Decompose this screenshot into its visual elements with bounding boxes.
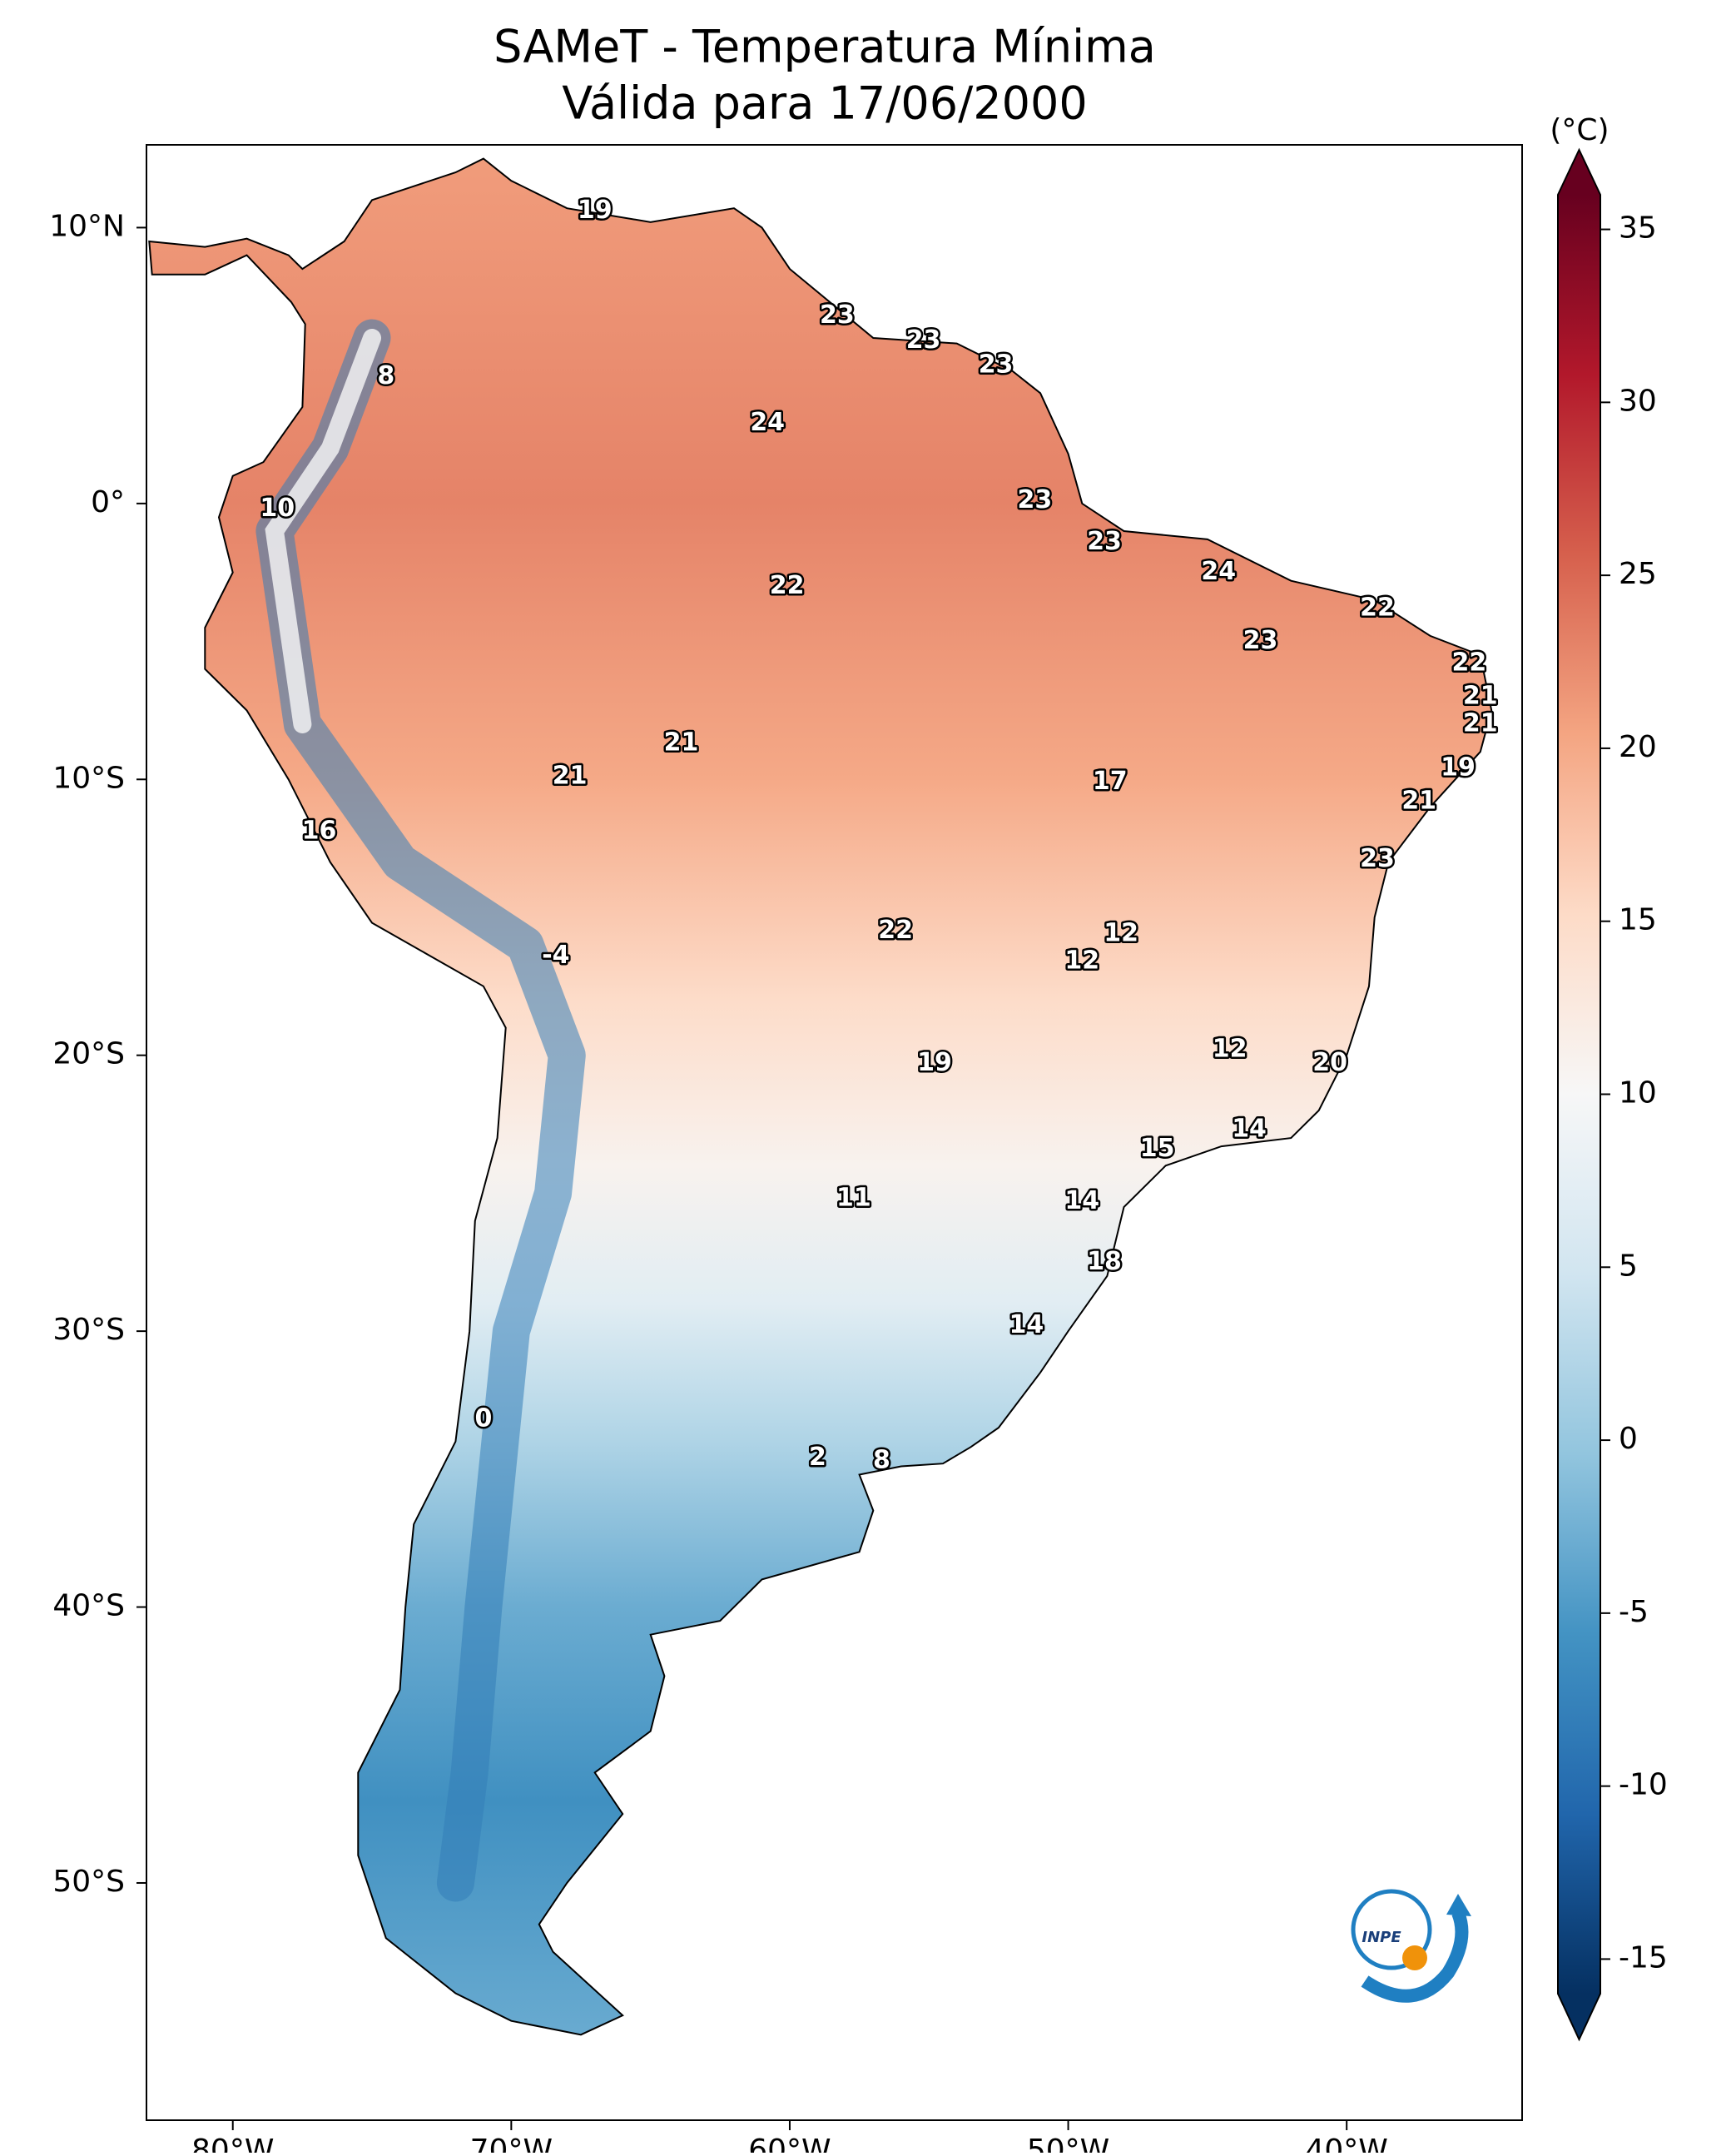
x-tick-label: 50°W bbox=[1027, 2134, 1109, 2153]
station-value: 21 bbox=[1463, 681, 1498, 710]
station-value: 23 bbox=[906, 325, 941, 355]
x-tick-label: 80°W bbox=[191, 2134, 274, 2153]
station-value: 12 bbox=[1213, 1035, 1247, 1064]
station-value: 19 bbox=[917, 1048, 952, 1077]
colorbar-tick-label: 20 bbox=[1619, 730, 1657, 764]
station-value: 10 bbox=[260, 494, 295, 523]
x-tick-label: 60°W bbox=[748, 2134, 831, 2153]
station-value: 23 bbox=[1360, 844, 1395, 873]
station-value: 14 bbox=[1232, 1115, 1267, 1144]
colorbar-tick-label: 0 bbox=[1619, 1422, 1638, 1456]
station-value: 22 bbox=[770, 571, 805, 600]
colorbar-tick-label: -15 bbox=[1619, 1940, 1668, 1975]
colorbar-tick-label: -10 bbox=[1619, 1768, 1668, 1802]
station-value: 12 bbox=[1104, 918, 1138, 947]
station-value: 11 bbox=[836, 1184, 871, 1213]
subtitle: Válida para 17/06/2000 bbox=[562, 77, 1087, 130]
station-value: 18 bbox=[1087, 1247, 1122, 1276]
colorbar-tick-label: 25 bbox=[1619, 557, 1657, 591]
y-tick-label: 50°S bbox=[52, 1865, 125, 1899]
station-value: 23 bbox=[820, 301, 855, 330]
colorbar-label: (°C) bbox=[1550, 113, 1609, 147]
y-tick-label: 0° bbox=[91, 485, 125, 519]
station-value: 21 bbox=[1401, 786, 1436, 815]
colorbar-tick-label: 10 bbox=[1619, 1076, 1657, 1110]
plot-frame bbox=[146, 144, 1523, 2121]
station-value: 8 bbox=[873, 1445, 890, 1474]
station-value: 19 bbox=[578, 196, 613, 225]
station-value: 21 bbox=[1463, 708, 1498, 738]
station-value: 0 bbox=[474, 1404, 492, 1433]
y-tick-label: 30°S bbox=[52, 1313, 125, 1347]
station-value: 20 bbox=[1312, 1048, 1347, 1077]
station-value: 23 bbox=[979, 350, 1014, 380]
station-value: 17 bbox=[1093, 767, 1128, 796]
station-value: 21 bbox=[553, 761, 588, 790]
station-value: 2 bbox=[809, 1443, 826, 1472]
station-value: 16 bbox=[302, 817, 337, 846]
station-value: 14 bbox=[1009, 1310, 1044, 1339]
colorbar bbox=[1558, 195, 1600, 1994]
station-value: 23 bbox=[1087, 527, 1122, 556]
colorbar-extend-min bbox=[1558, 1994, 1600, 2039]
map-area bbox=[148, 157, 1493, 2036]
station-value: -4 bbox=[542, 941, 569, 970]
colorbar-tick-label: 5 bbox=[1619, 1249, 1638, 1283]
x-tick-label: 70°W bbox=[470, 2134, 553, 2153]
inpe-logo: INPE bbox=[1351, 1889, 1471, 2003]
station-value: 14 bbox=[1064, 1186, 1099, 1215]
station-value: 24 bbox=[1201, 557, 1236, 586]
station-value: 12 bbox=[1064, 946, 1099, 976]
colorbar-tick-label: -5 bbox=[1619, 1595, 1649, 1629]
station-value: 24 bbox=[750, 408, 785, 437]
x-tick-label: 40°W bbox=[1305, 2134, 1387, 2153]
station-value: 22 bbox=[1360, 593, 1395, 622]
station-value: 23 bbox=[1018, 485, 1053, 514]
colorbar-outline bbox=[1557, 147, 1601, 2042]
station-value: 15 bbox=[1140, 1134, 1175, 1163]
y-tick-label: 10°S bbox=[52, 761, 125, 795]
y-tick-label: 10°N bbox=[49, 209, 125, 243]
station-value: 22 bbox=[878, 916, 913, 945]
y-tick-label: 40°S bbox=[52, 1589, 125, 1623]
logo-text: INPE bbox=[1362, 1929, 1401, 1946]
station-value: 8 bbox=[377, 361, 394, 390]
station-value: 22 bbox=[1452, 648, 1487, 678]
andes-ridge bbox=[265, 328, 382, 733]
title: SAMeT - Temperatura Mínima bbox=[494, 21, 1156, 73]
colorbar-tick-label: 15 bbox=[1619, 903, 1657, 937]
station-value: 19 bbox=[1441, 753, 1476, 782]
station-value: 21 bbox=[664, 728, 699, 758]
colorbar-tick-label: 35 bbox=[1619, 211, 1657, 246]
colorbar-extend-max bbox=[1558, 150, 1600, 195]
colorbar-tick-label: 30 bbox=[1619, 384, 1657, 418]
y-tick-label: 20°S bbox=[52, 1037, 125, 1071]
station-value: 23 bbox=[1243, 626, 1278, 655]
